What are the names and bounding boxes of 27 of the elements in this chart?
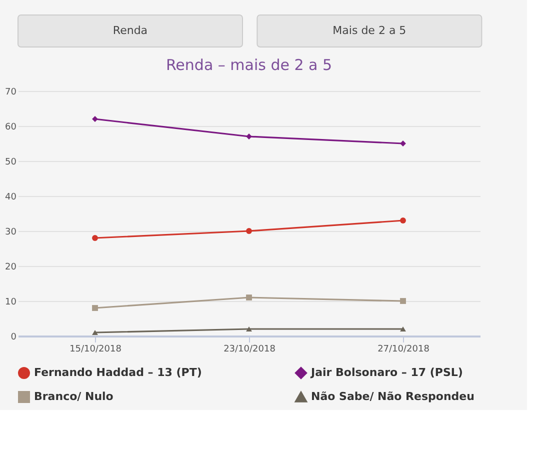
point	[92, 305, 98, 311]
legend-label: Branco/ Nulo	[34, 390, 114, 403]
y-tick-label: 50	[5, 158, 17, 168]
text: Mais de 2 a 5	[332, 24, 406, 37]
point	[246, 326, 252, 332]
point	[92, 235, 98, 241]
legend-label: Fernando Haddad – 13 (PT)	[34, 366, 202, 379]
legend-label: Jair Bolsonaro – 17 (PSL)	[310, 366, 463, 379]
y-tick-label: 10	[5, 298, 17, 308]
y-tick-label: 20	[5, 262, 17, 272]
x-tick-label: 27/10/2018	[378, 344, 430, 354]
point	[400, 218, 406, 224]
y-tick-label: 70	[5, 88, 17, 98]
y-tick-label: 0	[10, 332, 17, 342]
y-tick-label: 40	[5, 192, 17, 202]
point	[246, 228, 252, 234]
legend-label: Não Sabe/ Não Respondeu	[311, 390, 474, 403]
y-tick-label: 30	[5, 228, 17, 238]
y-tick-label: 60	[5, 122, 17, 132]
point	[246, 294, 252, 300]
text: Renda	[112, 24, 148, 37]
chart-title: Renda – mais de 2 a 5	[166, 56, 332, 74]
point	[400, 326, 406, 332]
point	[92, 330, 98, 336]
point	[400, 298, 406, 304]
x-tick-label: 23/10/2018	[224, 344, 276, 354]
x-tick-label: 15/10/2018	[70, 344, 122, 354]
